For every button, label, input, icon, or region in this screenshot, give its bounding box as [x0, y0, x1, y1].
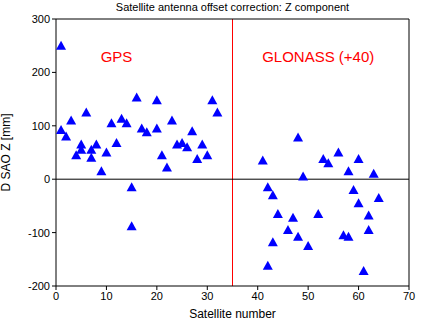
svg-text:-200: -200: [28, 280, 50, 292]
svg-text:30: 30: [201, 290, 213, 302]
html-text:Satellite antenna offset corre: Satellite antenna offset correction: Z c…: [115, 1, 350, 13]
svg-text:100: 100: [32, 120, 50, 132]
svg-text:10: 10: [100, 290, 112, 302]
svg-text:Satellite number: Satellite number: [189, 307, 276, 321]
svg-text:50: 50: [302, 290, 314, 302]
svg-text:D SAO Z [mm]: D SAO Z [mm]: [8, 114, 13, 192]
svg-text:200: 200: [32, 66, 50, 78]
svg-text:40: 40: [252, 290, 264, 302]
svg-text:20: 20: [151, 290, 163, 302]
svg-text:0: 0: [53, 290, 59, 302]
svg-text:70: 70: [403, 290, 415, 302]
svg-text:0: 0: [44, 173, 50, 185]
svg-text:300: 300: [32, 13, 50, 25]
svg-text:60: 60: [352, 290, 364, 302]
svg-text:-100: -100: [28, 227, 50, 239]
svg-text:GLONASS (+40): GLONASS (+40): [262, 48, 374, 65]
svg-text:GPS: GPS: [101, 48, 133, 65]
